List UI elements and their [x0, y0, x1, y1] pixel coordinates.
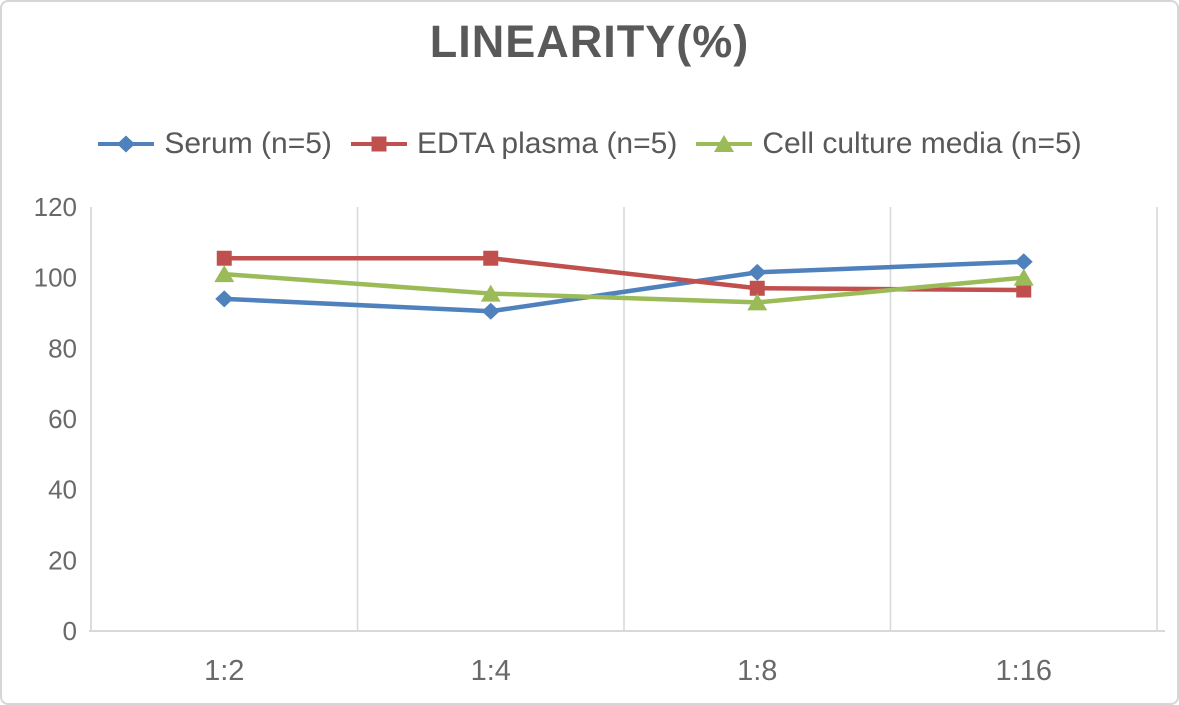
- y-tick-label: 40: [48, 475, 77, 505]
- triangle-icon: [696, 135, 753, 152]
- series-line-serum-n-5: [222, 259, 1026, 314]
- series-line-cell-culture-media-n-5: [222, 271, 1026, 305]
- legend-item-serum-n-5: Serum (n=5): [97, 127, 332, 161]
- diamond-marker-serum-n-5: [748, 263, 767, 281]
- square-marker-edta-plasma-n-5: [749, 280, 765, 296]
- x-tick-label: 1:2: [204, 655, 244, 687]
- diamond-marker-serum-n-5: [215, 290, 234, 308]
- square-marker-edta-plasma-n-5: [216, 250, 232, 266]
- square-marker-edta-plasma-n-5: [483, 250, 499, 266]
- legend-label-serum-n-5: Serum (n=5): [164, 127, 332, 160]
- y-tick-label: 20: [48, 545, 77, 575]
- legend: Serum (n=5) EDTA plasma (n=5) Cell culture…: [2, 120, 1177, 168]
- square-icon: [350, 136, 407, 152]
- x-tick-label: 1:16: [996, 655, 1052, 687]
- y-tick-label: 120: [34, 192, 77, 222]
- legend-item-cell-culture-media-n-5: Cell culture media (n=5): [695, 127, 1082, 161]
- x-tick-label: 1:8: [737, 655, 777, 687]
- legend-label-edta-plasma-n-5: EDTA plasma (n=5): [416, 127, 678, 160]
- y-tick-label: 80: [48, 333, 77, 363]
- diamond-icon: [98, 135, 155, 153]
- triangle-marker-cell-culture-media-n-5: [1013, 268, 1034, 286]
- square-marker-edta-plasma-n-5: [1016, 282, 1032, 298]
- diamond-marker-serum-n-5: [1014, 253, 1033, 271]
- chart-title: LINEARITY(%): [429, 16, 750, 67]
- legend-item-edta-plasma-n-5: EDTA plasma (n=5): [350, 127, 677, 161]
- x-tick-label: 1:4: [471, 655, 511, 687]
- y-tick-label: 60: [48, 404, 77, 434]
- y-tick-label: 100: [34, 263, 77, 293]
- y-tick-label: 0: [63, 616, 77, 646]
- diamond-marker-serum-n-5: [481, 302, 500, 320]
- triangle-marker-cell-culture-media-n-5: [747, 293, 768, 311]
- triangle-marker-cell-culture-media-n-5: [214, 265, 235, 283]
- triangle-marker-cell-culture-media-n-5: [480, 284, 501, 302]
- legend-label-cell-culture-media-n-5: Cell culture media (n=5): [762, 127, 1082, 160]
